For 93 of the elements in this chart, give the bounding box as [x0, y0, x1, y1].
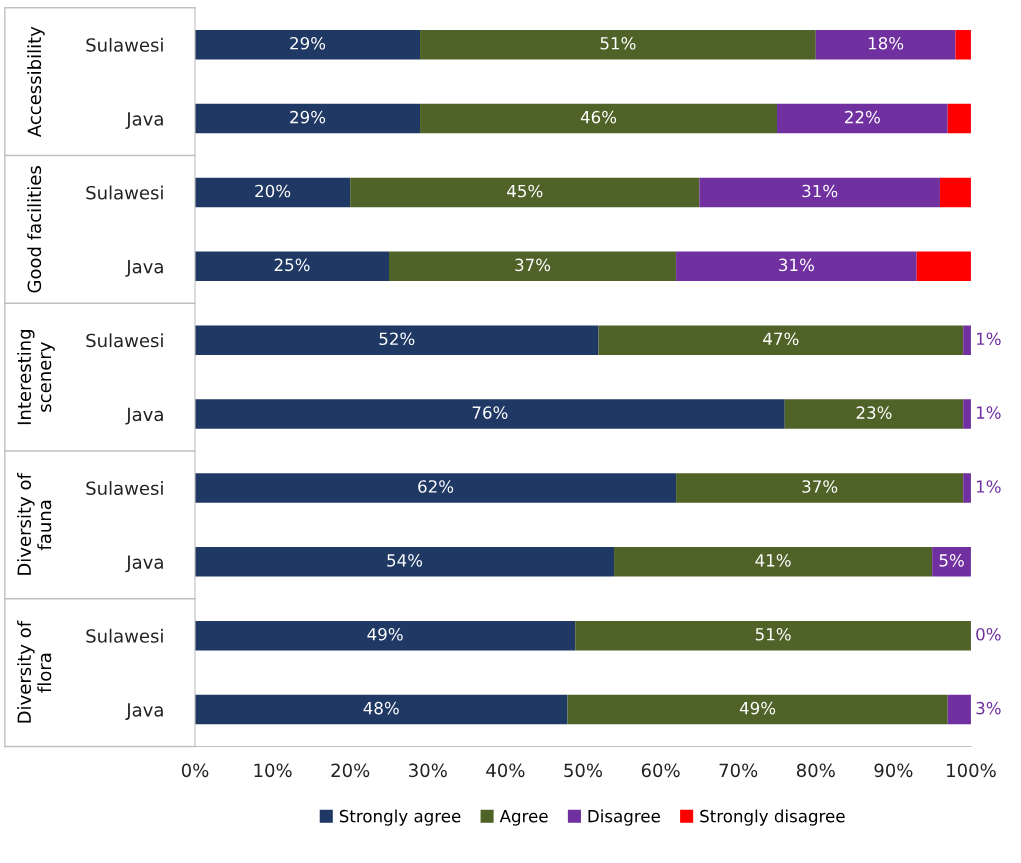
bar — [195, 694, 568, 725]
y-tick-label: Sulawesi — [86, 185, 163, 200]
data-label: 62% — [418, 480, 454, 493]
data-label: 23% — [856, 406, 892, 419]
legend-label: Strongly agree — [339, 809, 461, 826]
bar — [575, 620, 971, 651]
y-tick-label: Java — [125, 407, 163, 425]
data-label: 41% — [755, 554, 791, 567]
y-tick-label: Java — [125, 555, 163, 573]
data-label: 45% — [507, 184, 543, 198]
y-tick-label: Java — [125, 112, 163, 130]
data-label: 47% — [763, 332, 799, 346]
bar — [955, 29, 971, 60]
legend-label: Strongly disagree — [700, 809, 845, 826]
y-tick-label: Sulawesi — [86, 333, 163, 348]
data-label: 48% — [363, 701, 399, 715]
bar — [676, 473, 964, 503]
data-label: 37% — [515, 258, 551, 272]
y-tick-label: Sulawesi — [86, 37, 163, 52]
bar — [916, 251, 971, 282]
bar — [963, 473, 971, 503]
x-tick-label: 80% — [796, 763, 835, 778]
data-label: 51% — [755, 627, 791, 641]
bar — [598, 325, 964, 355]
bar — [699, 177, 940, 208]
text: Good facilities — [27, 166, 42, 293]
bar — [676, 251, 917, 282]
text: Diversity of flora — [17, 620, 52, 723]
bar — [567, 694, 948, 725]
data-label: 31% — [779, 258, 814, 272]
bar — [195, 473, 677, 503]
bar — [947, 694, 971, 725]
bar — [195, 547, 615, 577]
bar — [939, 177, 971, 208]
x-tick-label: 30% — [409, 763, 447, 778]
bar — [195, 399, 785, 429]
x-tick-label: 40% — [486, 763, 525, 778]
bar — [389, 251, 677, 282]
data-label: 1% — [976, 332, 1001, 346]
data-label: 5% — [939, 554, 964, 567]
bar — [420, 29, 816, 60]
x-tick-label: 60% — [641, 763, 680, 778]
data-label: 22% — [845, 110, 880, 124]
x-tick-label: 100% — [947, 763, 996, 778]
bar — [776, 103, 948, 134]
data-label: 76% — [472, 406, 508, 419]
text: Interesting scenery — [17, 330, 55, 425]
data-label: 29% — [290, 36, 326, 50]
data-label: 54% — [387, 554, 423, 567]
legend-label: Disagree — [588, 809, 660, 826]
data-label: 20% — [255, 184, 291, 198]
text: Diversity of fauna — [17, 472, 52, 575]
data-label: 3% — [976, 701, 1001, 715]
bar — [963, 325, 971, 355]
y-tick-label: Java — [125, 703, 163, 721]
data-label: 25% — [274, 258, 310, 272]
bar — [932, 547, 971, 577]
data-label: 52% — [379, 332, 415, 346]
y-tick-label: Sulawesi — [86, 481, 163, 496]
bar — [963, 399, 971, 429]
bar — [195, 177, 351, 208]
x-tick-label: 70% — [719, 763, 758, 778]
bar — [195, 29, 421, 60]
bar — [947, 103, 971, 134]
bar — [784, 399, 964, 429]
data-label: 37% — [802, 480, 838, 493]
data-label: 1% — [976, 406, 1001, 419]
x-tick-label: 0% — [181, 763, 209, 778]
bar — [195, 103, 421, 134]
data-label: 0% — [976, 627, 1001, 641]
bar — [195, 251, 389, 282]
data-label: 1% — [976, 480, 1001, 493]
data-label: 46% — [580, 110, 617, 124]
bar — [815, 29, 956, 60]
x-tick-label: 20% — [331, 763, 370, 778]
x-tick-label: 50% — [564, 763, 603, 778]
bar — [420, 103, 777, 134]
x-tick-label: 90% — [874, 763, 913, 778]
x-tick-label: 10% — [254, 763, 292, 778]
bar — [614, 547, 933, 577]
data-label: 31% — [802, 184, 838, 198]
text: Accessibility — [27, 26, 45, 138]
data-label: 51% — [600, 36, 636, 50]
data-label: 18% — [868, 36, 904, 50]
data-label: 49% — [739, 701, 776, 715]
bar — [350, 177, 700, 208]
bar — [195, 620, 576, 651]
y-tick-label: Java — [125, 260, 163, 277]
data-label: 49% — [367, 627, 403, 641]
y-tick-label: Sulawesi — [86, 628, 163, 643]
legend-label: Agree — [499, 810, 548, 826]
data-label: 29% — [290, 110, 326, 124]
bar — [195, 325, 599, 355]
